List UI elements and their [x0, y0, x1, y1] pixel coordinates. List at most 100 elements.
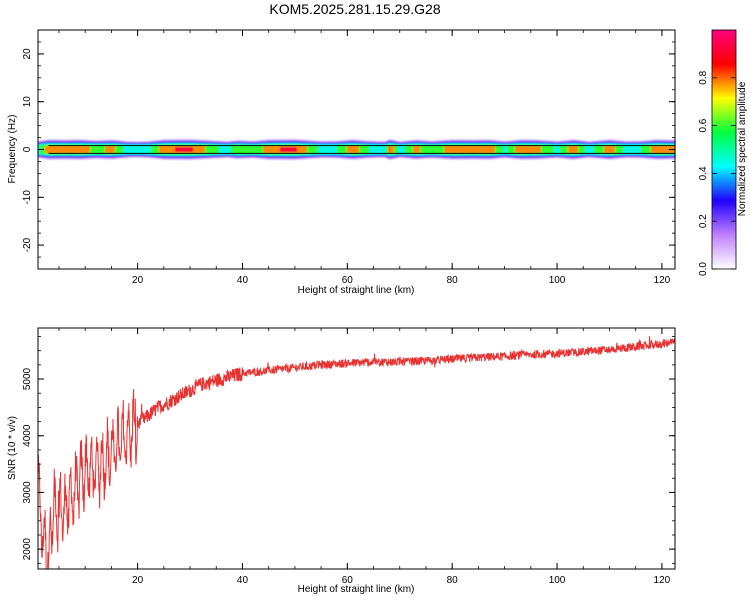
spectrogram-cell: [83, 145, 85, 154]
spectrogram-cell: [628, 144, 630, 155]
spectrogram-cell: [82, 145, 84, 154]
spectrogram-cell: [349, 145, 351, 154]
spectrogram-cell: [470, 145, 472, 154]
spectrogram-cell: [308, 144, 310, 155]
spectrogram-cell: [232, 144, 234, 155]
spectrogram-cell: [403, 143, 405, 156]
spectrogram-cell: [198, 145, 200, 154]
spectrogram-x-tick-label: 80: [447, 275, 459, 286]
spectrogram-cell: [252, 144, 254, 155]
spectrogram-x-tick-label: 40: [237, 275, 249, 286]
spectrogram-y-tick-label: 10: [22, 96, 33, 108]
spectrogram-cell: [420, 144, 422, 155]
spectrogram-cell: [614, 145, 616, 154]
spectrogram-cell: [527, 145, 529, 154]
spectrogram-cell: [90, 144, 92, 155]
spectrogram-cell: [434, 144, 436, 155]
spectrogram-cell: [513, 144, 515, 155]
spectrogram-cell: [233, 144, 235, 155]
spectrogram-cell: [157, 144, 159, 155]
spectrogram-cell: [663, 145, 665, 154]
spectrogram-cell: [589, 144, 591, 155]
spectrogram-cell: [483, 145, 485, 154]
spectrogram-cell: [79, 145, 81, 154]
spectrogram-cell: [641, 145, 643, 154]
spectrogram-cell: [378, 144, 380, 155]
colorbar-tick-label: 0.8: [698, 70, 709, 84]
spectrogram-cell: [465, 145, 467, 154]
spectrogram-cell: [114, 145, 116, 154]
spectrogram-cell: [405, 144, 407, 155]
spectrogram-cell: [424, 144, 426, 155]
spectrogram-cell: [547, 144, 549, 155]
spectrogram-cell: [606, 145, 608, 154]
spectrogram-cell: [63, 145, 65, 154]
spectrogram-cell: [266, 145, 268, 154]
snr-ticks: 20 40 60 80 100 120 2000 3000 4000 5000: [22, 328, 675, 586]
spectrogram-cell: [535, 145, 537, 154]
spectrogram-cell: [653, 145, 655, 154]
spectrogram-cell: [191, 146, 193, 153]
spectrogram-cell: [631, 143, 633, 156]
spectrogram-cell: [592, 144, 594, 155]
spectrogram-cell: [313, 144, 315, 155]
spectrogram-cell: [624, 143, 626, 156]
spectrogram-cell: [542, 144, 544, 155]
spectrogram-y-tick-label: -10: [22, 190, 33, 205]
spectrogram-cell: [565, 144, 567, 155]
spectrogram-cell: [143, 144, 145, 155]
spectrogram-cell: [237, 144, 239, 155]
spectrogram-cell: [625, 144, 627, 155]
spectrogram-cell: [554, 143, 556, 156]
spectrogram-cell: [107, 145, 109, 154]
spectrogram-cell: [309, 144, 311, 155]
spectrogram-cell: [260, 144, 262, 155]
spectrogram-cell: [661, 145, 663, 154]
spectrogram-cell: [212, 144, 214, 155]
spectrogram-cell: [287, 146, 289, 153]
spectrogram-cell: [452, 145, 454, 154]
spectrogram-cell: [400, 144, 402, 155]
spectrogram-cell: [428, 144, 430, 155]
spectrogram-cell: [634, 143, 636, 156]
spectrogram-cell: [639, 143, 641, 156]
spectrogram-cell: [254, 144, 256, 155]
spectrogram-cell: [494, 145, 496, 154]
spectrogram-cell: [89, 145, 91, 154]
spectrogram-cell: [617, 144, 619, 155]
spectrogram-cell: [238, 144, 240, 155]
spectrogram-cell: [199, 145, 201, 154]
spectrogram-cell: [630, 144, 632, 155]
spectrogram-cell: [303, 145, 305, 154]
spectrogram-cell: [152, 144, 154, 155]
spectrogram-cell: [570, 145, 572, 154]
spectrogram-cell: [572, 145, 574, 154]
spectrogram-cell: [410, 144, 412, 155]
spectrogram-cell: [48, 145, 50, 154]
spectrogram-cell: [372, 143, 374, 156]
spectrogram-cell: [524, 145, 526, 154]
snr-x-tick-label: 120: [654, 575, 671, 586]
spectrogram-cell: [574, 145, 576, 154]
spectrogram-cell: [446, 145, 448, 154]
spectrogram-cell: [560, 144, 562, 155]
spectrogram-cell: [581, 144, 583, 155]
spectrogram-cell: [302, 145, 304, 154]
spectrogram-cell: [436, 144, 438, 155]
spectrogram-cell: [635, 143, 637, 156]
spectrogram-cell: [468, 145, 470, 154]
spectrogram-cell: [363, 144, 365, 155]
spectrogram-cell: [259, 144, 261, 155]
spectrogram-cell: [120, 144, 122, 155]
spectrogram-cell: [386, 144, 388, 155]
figure-title: KOM5.2025.281.15.29.G28: [269, 1, 441, 17]
spectrogram-cell: [161, 145, 163, 154]
spectrogram-cell: [506, 143, 508, 156]
spectrogram-panel: 20 40 60 80 100 120 -20 -10 0 10 20 Height of stra…: [7, 29, 676, 296]
spectrogram-cell: [580, 144, 582, 155]
spectrogram-cell: [326, 144, 328, 155]
spectrogram-cell: [131, 144, 133, 155]
spectrogram-cell: [573, 145, 575, 154]
spectrogram-cell: [629, 144, 631, 155]
